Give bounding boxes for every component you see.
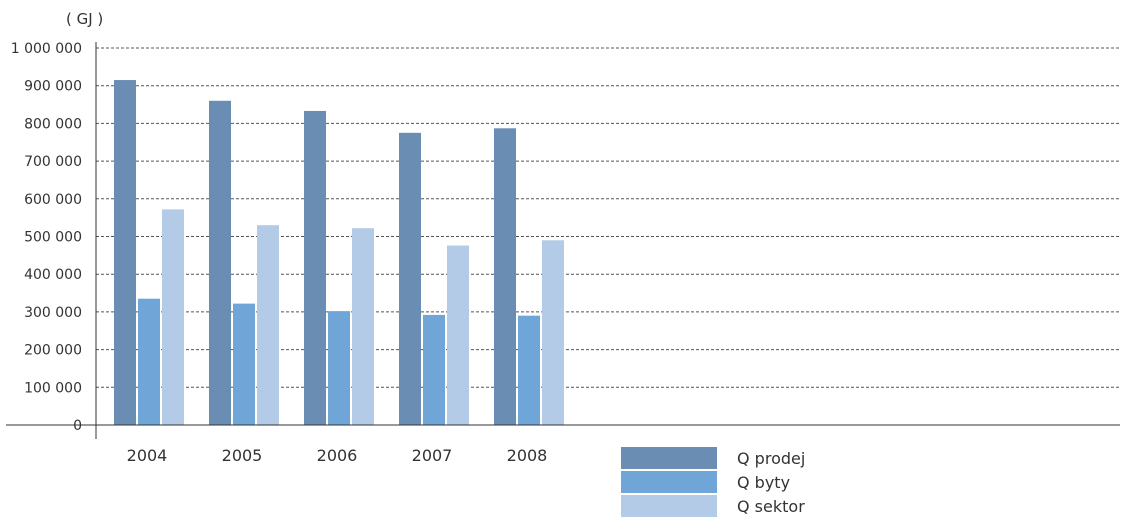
legend: Q prodej Q byty Q sektor [621, 447, 805, 517]
y-tick-label: 300 000 [24, 305, 82, 321]
x-tick-label: 2007 [412, 446, 453, 465]
bar-q-byty-2005 [233, 303, 255, 425]
bar-q-byty-2004 [138, 298, 160, 425]
x-tick-label: 2004 [127, 446, 168, 465]
y-tick-label: 500 000 [24, 230, 82, 246]
y-tick-label: 200 000 [24, 343, 82, 359]
bar-q-prodej-2005 [209, 100, 231, 425]
bars [114, 80, 564, 426]
legend-swatch [621, 471, 717, 493]
legend-swatch [621, 447, 717, 469]
legend-label: Q prodej [737, 449, 805, 468]
x-tick-label: 2005 [222, 446, 263, 465]
legend-swatch [621, 495, 717, 517]
bar-q-sektor-2006 [352, 228, 374, 425]
y-tick-label: 800 000 [24, 116, 82, 132]
bar-q-prodej-2006 [304, 110, 326, 426]
bar-q-sektor-2007 [447, 245, 469, 425]
y-tick-labels: 0 100 000 200 000 300 000 400 000 500 000 600 … [11, 41, 82, 434]
bar-q-byty-2007 [423, 314, 445, 425]
bar-q-prodej-2007 [399, 132, 421, 425]
x-tick-label: 2006 [317, 446, 358, 465]
bar-q-byty-2008 [518, 315, 540, 425]
y-tick-label: 0 [73, 418, 82, 434]
bar-q-byty-2006 [328, 311, 350, 425]
y-unit-label: ( GJ ) [66, 10, 103, 28]
y-tick-label: 100 000 [24, 380, 82, 396]
y-tick-label: 900 000 [24, 79, 82, 95]
bar-q-prodej-2008 [494, 128, 516, 425]
bar-q-sektor-2004 [162, 209, 184, 425]
grid-lines [30, 47, 1120, 426]
y-tick-label: 600 000 [24, 192, 82, 208]
bar-q-prodej-2004 [114, 80, 136, 426]
y-tick-label: 400 000 [24, 267, 82, 283]
y-tick-label: 700 000 [24, 154, 82, 170]
bar-q-sektor-2005 [257, 225, 279, 425]
y-tick-label: 1 000 000 [11, 41, 82, 57]
legend-label: Q byty [737, 473, 790, 492]
axes [6, 42, 1120, 439]
x-tick-label: 2008 [507, 446, 548, 465]
x-tick-labels: 2004 2005 2006 2007 2008 [127, 446, 548, 465]
bar-q-sektor-2008 [542, 240, 564, 425]
legend-label: Q sektor [737, 497, 805, 516]
